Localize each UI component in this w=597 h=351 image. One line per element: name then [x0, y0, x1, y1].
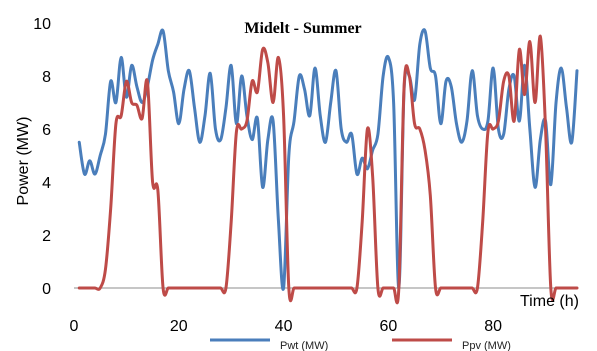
legend-label-1: Ppv (MW): [462, 340, 511, 351]
chart-title: Midelt - Summer: [244, 20, 361, 37]
x-tick-label: 40: [275, 318, 293, 335]
legend-label-0: Pwt (MW): [280, 340, 328, 351]
x-axis-label: Time (h): [520, 293, 579, 310]
y-tick-label: 6: [42, 122, 51, 139]
y-axis-label: Power (MW): [15, 117, 32, 206]
x-axis-ticks: 0 20 40 60 80: [70, 318, 503, 335]
x-tick-label: 0: [70, 318, 79, 335]
x-tick-label: 60: [379, 318, 397, 335]
y-tick-label: 2: [42, 228, 51, 245]
x-tick-label: 80: [484, 318, 502, 335]
y-tick-label: 4: [42, 175, 51, 192]
series-line-0: [77, 28, 579, 291]
legend: Pwt (MW) Ppv (MW): [210, 338, 511, 351]
y-tick-label: 10: [33, 16, 51, 33]
y-axis-ticks: 0 2 4 6 8 10: [33, 16, 51, 298]
y-tick-label: 0: [42, 281, 51, 298]
x-tick-label: 20: [170, 318, 188, 335]
series-layer: [77, 28, 579, 305]
series-line-1: [77, 34, 579, 305]
y-tick-label: 8: [42, 69, 51, 86]
